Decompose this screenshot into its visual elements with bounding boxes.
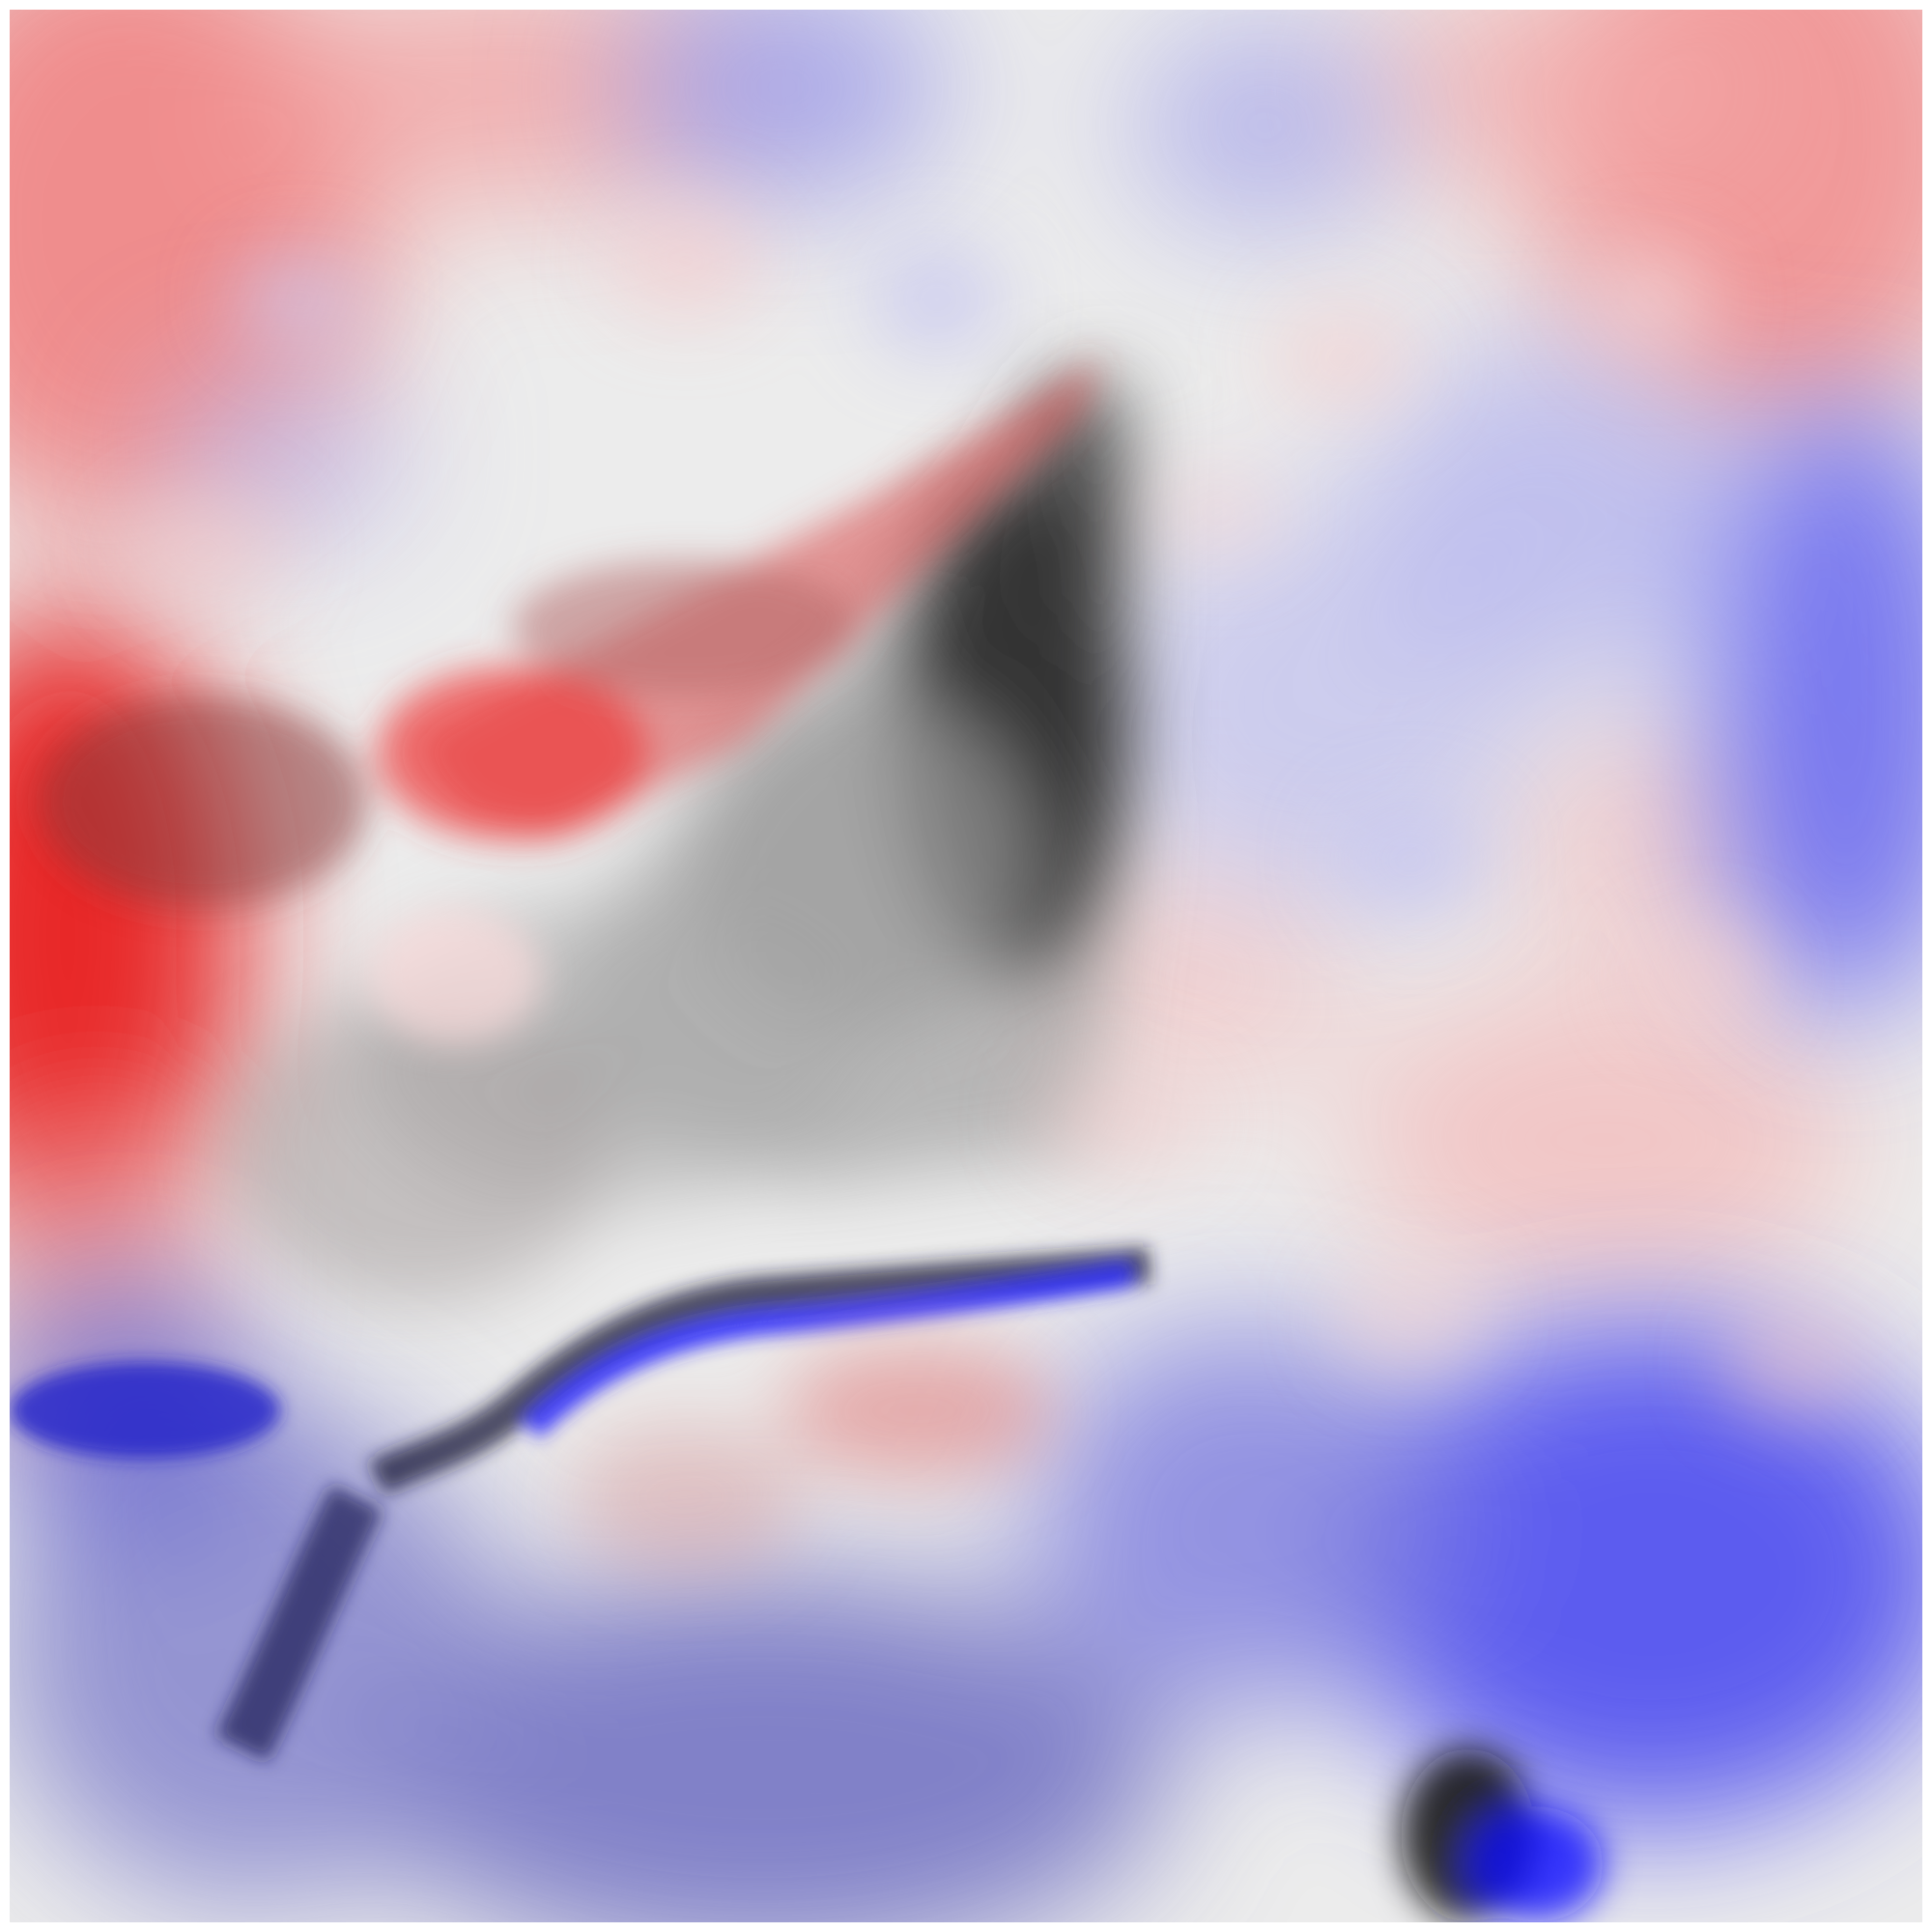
texture-speckles [116, 203, 1874, 1420]
blue-streak [10, 1247, 1151, 1762]
red-ridge [39, 357, 1101, 1043]
heatmap-field [10, 10, 1922, 1922]
blue-regions [10, 10, 1922, 1922]
dark-wedge [222, 367, 1140, 1304]
heatmap-canvas [10, 10, 1922, 1922]
dark-spot-bottom-right [1401, 1748, 1604, 1922]
red-patch-lower [570, 1343, 1053, 1575]
